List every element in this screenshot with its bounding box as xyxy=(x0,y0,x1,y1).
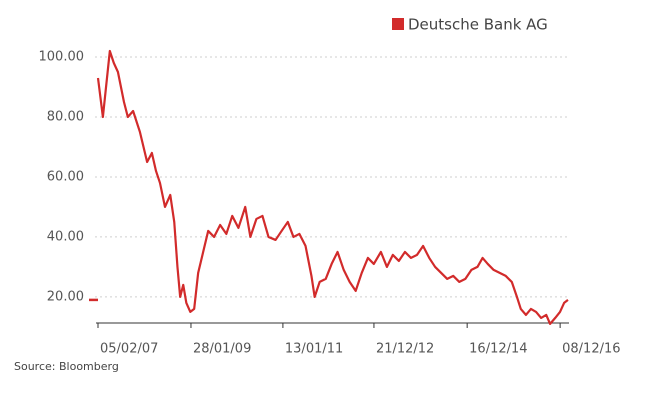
y-tick-label: 40.00 xyxy=(47,229,84,244)
x-tick-label: 21/12/12 xyxy=(376,342,434,357)
source: Source: Bloomberg xyxy=(14,360,119,373)
y-tick-label: 60.00 xyxy=(47,169,84,184)
x-tick-label: 13/01/11 xyxy=(285,342,343,357)
y-tick-label: 20.00 xyxy=(47,289,84,304)
line xyxy=(96,49,569,325)
x-tick-label: 05/02/07 xyxy=(100,342,158,357)
legend-label: Deutsche Bank AG xyxy=(408,16,548,34)
y-tick-label: 100.00 xyxy=(39,49,85,64)
x-tick-label: 28/01/09 xyxy=(193,342,251,357)
x-tick-label: 16/12/14 xyxy=(469,342,527,357)
legend-swatch xyxy=(392,18,404,30)
x-tick-label: 08/12/16 xyxy=(562,342,620,357)
y-tick-label: 80.00 xyxy=(47,109,84,124)
